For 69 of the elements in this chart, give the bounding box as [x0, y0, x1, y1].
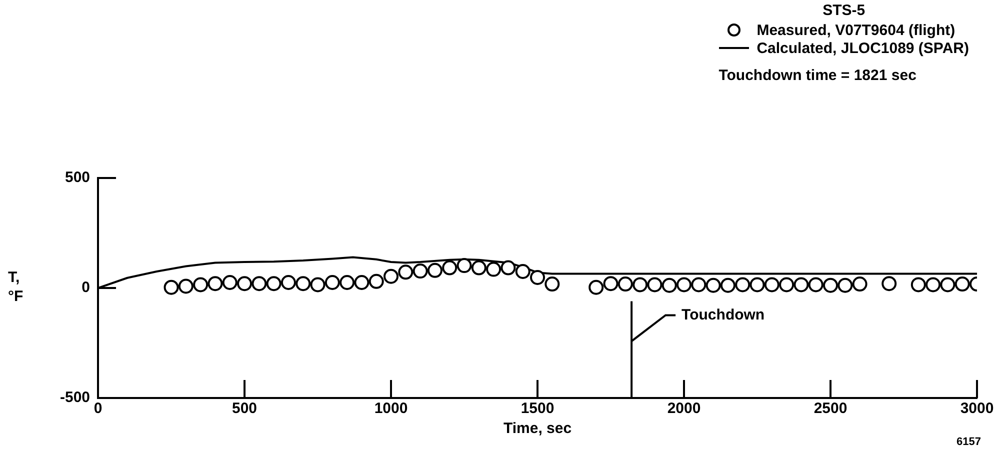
point [384, 268, 399, 284]
point [588, 280, 604, 295]
point [910, 277, 926, 292]
point [823, 278, 838, 293]
point [530, 270, 546, 285]
point [412, 264, 428, 279]
point [940, 277, 956, 292]
point [442, 260, 458, 276]
point [310, 277, 326, 292]
point [296, 276, 311, 292]
point [926, 277, 941, 292]
y-axis-title: T, °F [8, 268, 24, 306]
point [808, 277, 824, 292]
point [164, 280, 179, 295]
point [324, 275, 340, 290]
point [662, 278, 677, 293]
point [340, 275, 355, 290]
legend-label: Calculated, JLOC1089 (SPAR) [756, 40, 969, 56]
point [515, 264, 530, 279]
y-tick-label: 0 [82, 279, 90, 296]
x-tick-label: 0 [94, 400, 102, 418]
point [647, 277, 662, 292]
point [471, 260, 486, 276]
point [720, 278, 736, 293]
point [852, 276, 868, 292]
point [882, 276, 897, 292]
chart-title: STS-5 [822, 2, 866, 19]
point [237, 276, 252, 292]
point [208, 276, 223, 292]
x-axis-title: Time, sec [503, 420, 572, 438]
point [618, 276, 633, 292]
point [354, 275, 370, 290]
x-tick-label: 500 [232, 400, 258, 418]
point [398, 264, 414, 280]
point [193, 277, 208, 292]
point [603, 276, 618, 292]
x-tick-label: 2500 [814, 400, 848, 418]
point [691, 277, 706, 292]
text: 6157 [956, 436, 981, 448]
point [764, 277, 780, 292]
x-tick-label: 1500 [520, 400, 554, 418]
x-tick-label: 2000 [667, 400, 701, 418]
point [178, 278, 194, 294]
point [954, 276, 970, 292]
y-tick-label: -500 [60, 389, 90, 406]
point [838, 278, 853, 293]
point [750, 277, 765, 292]
point [266, 276, 282, 292]
point [500, 260, 516, 276]
legend-label: Measured, V07T9604 (flight) [756, 22, 956, 38]
point [735, 277, 750, 292]
point [779, 277, 794, 292]
y-tick-label: 500 [64, 169, 90, 186]
point [794, 277, 809, 292]
text: Touchdown time = 1821 sec [718, 67, 918, 84]
x-tick-label: 3000 [960, 400, 994, 418]
point [427, 262, 442, 278]
x-tick-label: 1000 [374, 400, 408, 418]
point [280, 275, 296, 290]
point [632, 277, 648, 292]
point [676, 277, 692, 292]
point [706, 278, 721, 293]
point [222, 275, 238, 290]
point [544, 276, 560, 292]
point [486, 262, 502, 277]
ref-line-label: Touchdown [682, 306, 765, 324]
point [456, 258, 472, 274]
point [368, 274, 384, 289]
point [252, 276, 267, 292]
